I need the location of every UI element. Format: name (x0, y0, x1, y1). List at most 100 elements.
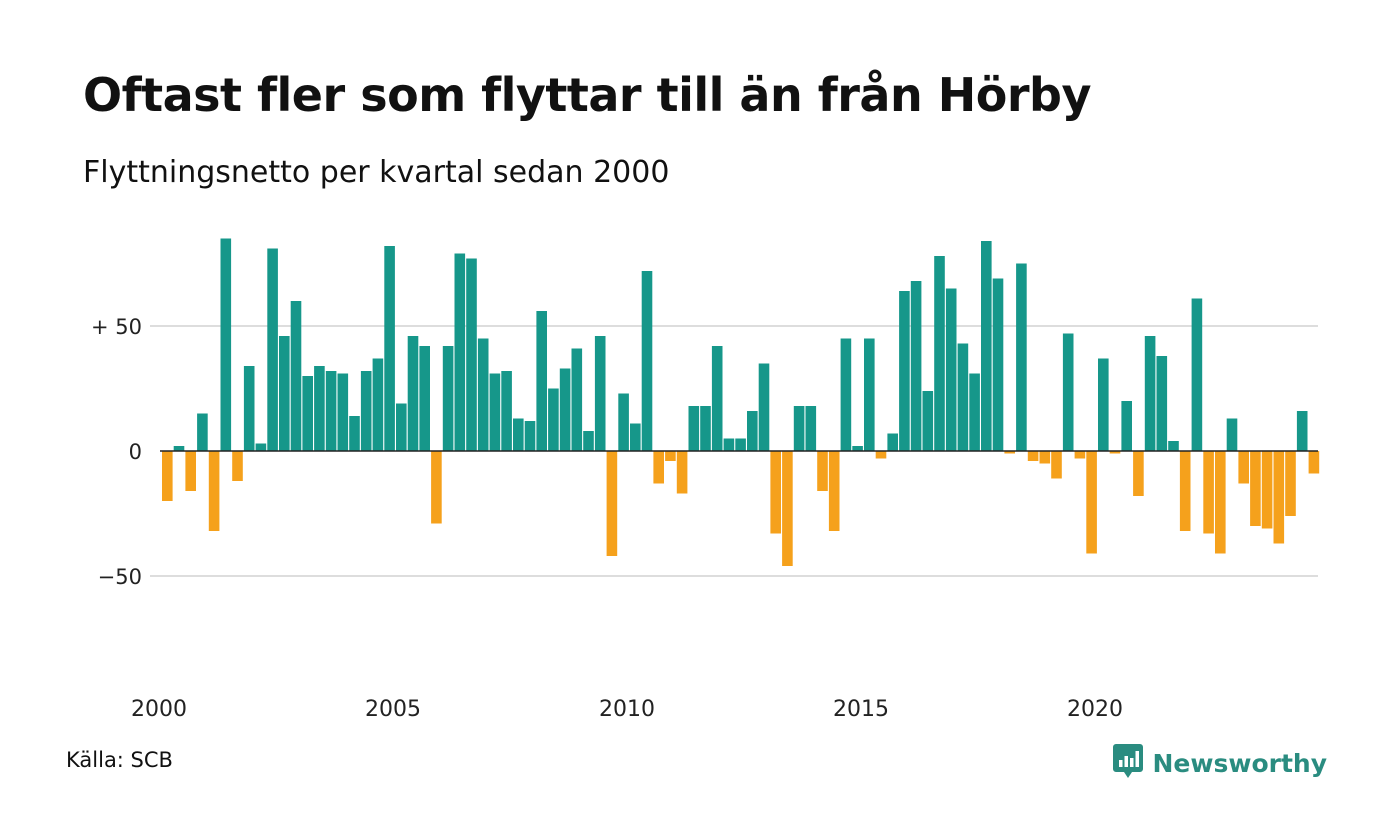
bar-negative (1285, 451, 1296, 516)
bar-positive (384, 246, 395, 451)
y-tick-label: −50 (98, 565, 142, 589)
bar-positive (267, 248, 278, 451)
bar-negative (1273, 451, 1285, 544)
bar-positive (325, 371, 337, 451)
bar-positive (548, 388, 559, 451)
bar-positive (173, 446, 185, 451)
bar-negative (875, 451, 887, 459)
chart-title: Oftast fler som flyttar till än från Hör… (83, 68, 1091, 122)
bar-positive (513, 418, 524, 451)
bar-positive (559, 368, 571, 451)
bar-negative (1086, 451, 1097, 554)
bar-negative (1004, 451, 1015, 454)
bar-positive (992, 278, 1004, 451)
bar-positive (477, 338, 489, 451)
bar-positive (396, 403, 407, 451)
bar-positive (1144, 336, 1156, 451)
bar-negative (1308, 451, 1320, 474)
bar-positive (934, 256, 945, 451)
bar-negative (185, 451, 196, 491)
bar-positive (571, 348, 583, 451)
bar-negative (817, 451, 828, 491)
chart-subtitle: Flyttningsnetto per kvartal sedan 2000 (83, 155, 670, 190)
bar-positive (220, 238, 232, 451)
bar-positive (945, 288, 957, 451)
bar-positive (630, 423, 641, 451)
bar-negative (1027, 451, 1039, 461)
bar-negative (1238, 451, 1249, 484)
bar-negative (1203, 451, 1214, 534)
bar-negative (1074, 451, 1086, 459)
bar-positive (349, 416, 360, 451)
bar-positive (735, 438, 746, 451)
bar-positive (302, 376, 313, 451)
bar-negative (1051, 451, 1062, 479)
x-tick-label: 2000 (131, 697, 187, 722)
bar-positive (805, 406, 817, 451)
bar-positive (1016, 263, 1027, 451)
bar-positive (1296, 411, 1308, 451)
bar-positive (594, 336, 606, 451)
bar-positive (723, 438, 735, 451)
bar-negative (1039, 451, 1051, 464)
bar-positive (501, 371, 512, 451)
bar-positive (454, 253, 466, 451)
bar-positive (957, 343, 969, 451)
bar-positive (641, 271, 653, 451)
y-tick-label: + 50 (91, 315, 142, 339)
bar-positive (419, 346, 430, 451)
bar-negative (653, 451, 664, 484)
y-tick-label: 0 (129, 440, 142, 464)
bar-positive (852, 446, 863, 451)
bar-positive (618, 393, 629, 451)
brand-name: Newsworthy (1152, 748, 1328, 778)
bar-negative (782, 451, 793, 566)
bar-positive (197, 413, 208, 451)
bar-positive (1226, 418, 1238, 451)
bar-positive (442, 346, 454, 451)
bar-positive (279, 336, 290, 451)
bar-positive (758, 363, 770, 451)
bars (162, 238, 1320, 566)
bar-positive (840, 338, 852, 451)
x-tick-label: 2010 (599, 697, 655, 722)
x-tick-label: 2020 (1067, 697, 1123, 722)
bar-positive (407, 336, 419, 451)
gridlines (150, 325, 1318, 577)
bar-positive (1168, 441, 1179, 451)
bar-positive (864, 338, 875, 451)
bar-positive (1121, 401, 1132, 451)
bar-negative (162, 451, 173, 501)
bar-positive (314, 366, 325, 451)
bar-positive (255, 443, 267, 451)
bar-negative (665, 451, 676, 461)
bar-positive (981, 241, 992, 451)
bar-positive (337, 373, 349, 451)
brand-logo[interactable]: Newsworthy (1112, 744, 1328, 782)
bar-negative (828, 451, 840, 531)
bar-positive (747, 411, 758, 451)
bar-positive (360, 371, 372, 451)
bar-positive (243, 366, 255, 451)
bar-positive (887, 433, 898, 451)
bar-positive (536, 311, 547, 451)
x-tick-label: 2005 (365, 697, 421, 722)
bar-negative (208, 451, 220, 531)
bar-positive (1098, 358, 1109, 451)
axis-labels: + 50 0 −50 2000 2005 2010 2015 2020 (91, 315, 1318, 722)
bar-positive (910, 281, 922, 451)
bar-negative (1179, 451, 1191, 531)
bar-negative (232, 451, 243, 481)
bar-chart: + 50 0 −50 2000 2005 2010 2015 2020 (91, 238, 1320, 722)
bar-negative (1133, 451, 1144, 496)
bar-positive (583, 431, 594, 451)
bar-negative (1250, 451, 1261, 526)
bar-negative (431, 451, 442, 524)
source-note: Källa: SCB (66, 748, 173, 772)
bar-positive (969, 373, 980, 451)
bar-positive (1062, 333, 1074, 451)
bar-positive (1156, 356, 1168, 451)
bar-positive (372, 358, 384, 451)
bar-positive (466, 258, 477, 451)
newsworthy-logo-icon (1112, 744, 1143, 782)
